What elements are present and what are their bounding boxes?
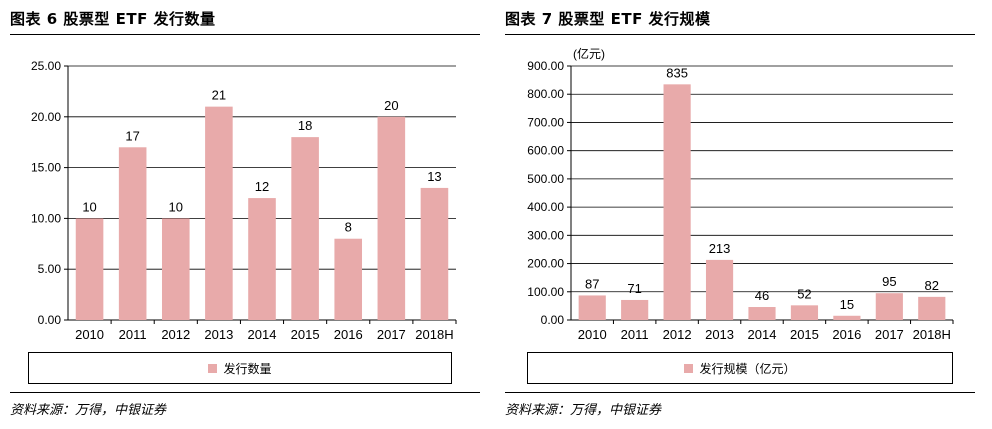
bar-value-label: 8 xyxy=(345,220,352,235)
y-tick-label: 900.00 xyxy=(527,59,564,73)
x-tick-label: 2015 xyxy=(291,327,320,342)
bar xyxy=(75,218,104,320)
x-tick-label: 2012 xyxy=(161,327,190,342)
bar-chart-issuance-count: 0.005.0010.0015.0020.0025.00102010172011… xyxy=(31,59,457,342)
x-tick-label: 2010 xyxy=(75,327,104,342)
bar xyxy=(377,116,406,320)
y-tick-label: 700.00 xyxy=(527,115,564,129)
bar-value-label: 52 xyxy=(797,286,811,301)
bar xyxy=(578,295,606,320)
bar xyxy=(248,198,276,320)
legend-label: 发行规模（亿元） xyxy=(699,361,796,376)
bar-value-label: 18 xyxy=(298,118,312,133)
y-tick-label: 0.00 xyxy=(541,313,565,327)
bar xyxy=(621,299,649,320)
bar xyxy=(118,147,147,320)
bar-value-label: 835 xyxy=(666,65,688,80)
bar xyxy=(833,315,861,320)
bar-value-label: 10 xyxy=(82,199,96,214)
bar xyxy=(161,218,190,320)
bar xyxy=(748,307,776,320)
y-tick-label: 600.00 xyxy=(527,144,564,158)
bar-value-label: 15 xyxy=(840,297,854,312)
figure-title: 图表 7 股票型 ETF 发行规模 xyxy=(505,10,711,28)
bar-chart-issuance-size: (亿元) 0.00 100.00 200.00 300.00 400.00 500.00 60… xyxy=(527,46,954,342)
bar xyxy=(663,84,691,320)
x-tick-label: 2017 xyxy=(875,327,904,342)
y-tick-label: 20.00 xyxy=(31,110,61,124)
chart-legend: 发行规模（亿元） xyxy=(527,352,953,384)
bar-value-label: 46 xyxy=(755,288,769,303)
y-tick-label: 0.00 xyxy=(38,313,62,327)
y-tick-label: 500.00 xyxy=(527,172,564,186)
y-tick-label: 300.00 xyxy=(527,228,564,242)
y-tick-label: 200.00 xyxy=(527,257,564,271)
legend-swatch xyxy=(684,363,694,373)
bar-value-label: 95 xyxy=(882,274,896,289)
source-rule xyxy=(505,392,975,393)
x-tick-label: 2018H xyxy=(415,327,453,342)
y-tick-label: 800.00 xyxy=(527,87,564,101)
y-tick-label: 10.00 xyxy=(31,211,61,225)
y-tick-label: 400.00 xyxy=(527,200,564,214)
bar-value-label: 20 xyxy=(384,98,398,113)
title-rule xyxy=(10,34,480,35)
x-tick-label: 2014 xyxy=(748,327,777,342)
legend-swatch xyxy=(208,363,218,373)
bar-value-label: 13 xyxy=(427,169,441,184)
bar-value-label: 87 xyxy=(585,276,599,291)
bar-value-label: 17 xyxy=(125,128,139,143)
bar xyxy=(205,106,233,320)
x-tick-label: 2011 xyxy=(119,327,147,342)
x-tick-label: 2016 xyxy=(832,327,861,342)
bar xyxy=(420,187,449,320)
x-tick-label: 2012 xyxy=(663,327,692,342)
bar-value-label: 10 xyxy=(169,199,183,214)
chart-panel-issuance-count: 图表 6 股票型 ETF 发行数量 0.00 5.00 10.00 15.00 20.0… xyxy=(10,0,480,429)
bar xyxy=(918,296,946,320)
bar xyxy=(875,293,903,320)
x-tick-label: 2017 xyxy=(377,327,406,342)
x-tick-label: 2013 xyxy=(204,327,233,342)
x-tick-label: 2018H xyxy=(913,327,951,342)
y-tick-label: 15.00 xyxy=(31,161,61,175)
x-tick-label: 2011 xyxy=(621,327,649,342)
bar xyxy=(334,238,363,320)
bar-value-label: 213 xyxy=(709,241,731,256)
bar xyxy=(705,259,734,320)
x-tick-label: 2015 xyxy=(790,327,819,342)
bar-value-label: 71 xyxy=(627,281,641,296)
bar xyxy=(291,137,319,320)
y-tick-label: 25.00 xyxy=(31,59,61,73)
figure-title: 图表 6 股票型 ETF 发行数量 xyxy=(10,10,216,28)
source-rule xyxy=(10,392,480,393)
title-rule xyxy=(505,34,975,35)
chart-panel-issuance-size: 图表 7 股票型 ETF 发行规模 (亿元) 0.00 100.00 200.00 30… xyxy=(505,0,975,429)
x-tick-label: 2013 xyxy=(705,327,734,342)
y-tick-label: 100.00 xyxy=(527,285,564,299)
x-tick-label: 2010 xyxy=(578,327,607,342)
chart-legend: 发行数量 xyxy=(28,352,452,384)
y-tick-label: 5.00 xyxy=(38,262,62,276)
x-tick-label: 2014 xyxy=(248,327,277,342)
bar-value-label: 12 xyxy=(255,179,269,194)
legend-label: 发行数量 xyxy=(223,361,272,376)
bar xyxy=(790,305,819,320)
bar-value-label: 21 xyxy=(212,88,226,103)
bar-value-label: 82 xyxy=(925,278,939,293)
source-note: 资料来源：万得，中银证券 xyxy=(10,403,167,418)
source-note: 资料来源：万得，中银证券 xyxy=(505,403,662,418)
x-tick-label: 2016 xyxy=(334,327,363,342)
unit-label: (亿元) xyxy=(573,46,605,61)
